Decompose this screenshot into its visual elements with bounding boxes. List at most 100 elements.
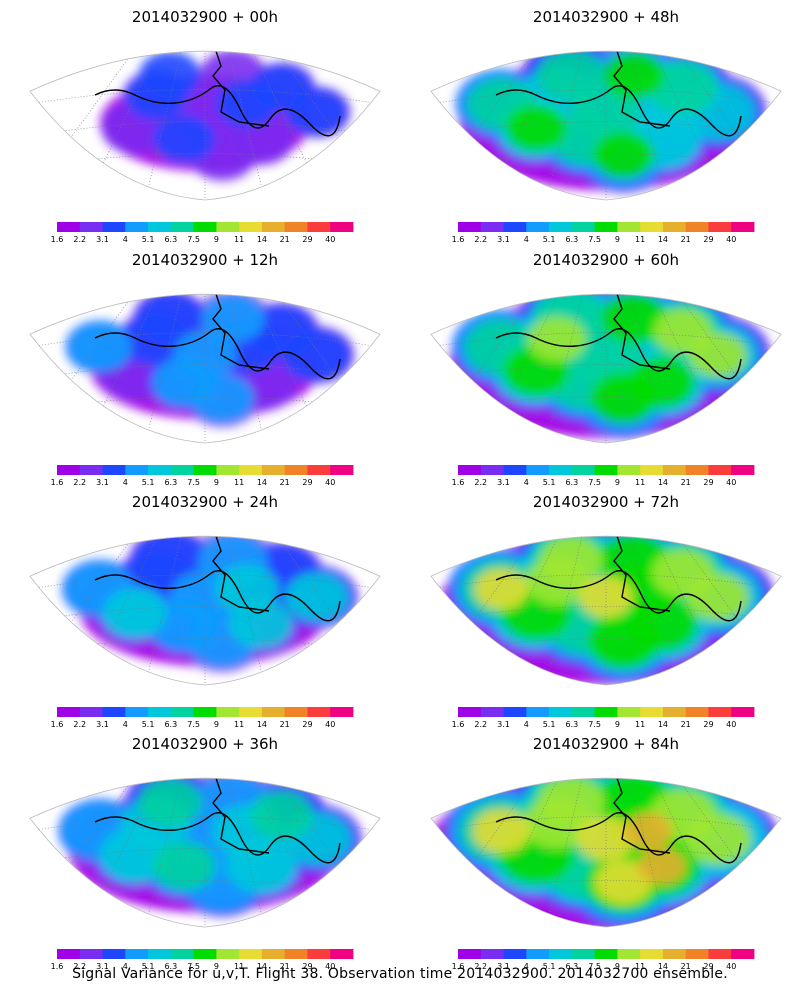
colorbar-swatch	[549, 949, 573, 959]
colorbar-swatch	[148, 707, 172, 717]
colorbar-label: 4	[524, 478, 529, 487]
colorbar-swatch	[79, 465, 103, 475]
colorbar-swatch	[617, 949, 641, 959]
colorbar-swatch	[617, 222, 641, 232]
colorbar-label: 21	[280, 962, 290, 971]
panel-title: 2014032900 + 12h	[132, 251, 278, 269]
colorbar-label: 3.1	[96, 962, 109, 971]
colorbar-swatch	[571, 222, 596, 232]
colorbar-label: 2.2	[73, 720, 86, 729]
colorbar-swatch	[79, 707, 103, 717]
colorbar-label: 29	[703, 720, 713, 729]
colorbar-swatch	[284, 222, 308, 232]
colorbar-swatch	[503, 949, 527, 959]
colorbar-label: 40	[325, 962, 335, 971]
colorbar-swatch	[79, 222, 103, 232]
colorbar-label: 21	[681, 235, 691, 244]
colorbar-label: 5.1	[543, 478, 556, 487]
colorbar-swatch	[148, 222, 172, 232]
colorbar-label: 6.3	[164, 478, 177, 487]
colorbar-label: 4	[524, 235, 529, 244]
colorbar-swatch	[708, 465, 732, 475]
colorbar-label: 9	[615, 720, 620, 729]
variance-map	[431, 294, 781, 443]
colorbar-swatch	[216, 222, 240, 232]
colorbar-swatch	[148, 949, 172, 959]
colorbar-swatch	[662, 222, 687, 232]
variance-map	[431, 51, 781, 200]
colorbar-label: 14	[257, 962, 267, 971]
colorbar-swatch	[594, 222, 618, 232]
colorbar-label: 4	[524, 962, 529, 971]
colorbar-label: 14	[257, 720, 267, 729]
colorbar-swatch	[102, 949, 126, 959]
colorbar-label: 1.6	[51, 720, 64, 729]
colorbar-label: 29	[302, 962, 312, 971]
colorbar-label: 3.1	[96, 235, 109, 244]
colorbar-label: 9	[214, 962, 219, 971]
colorbar-swatch	[458, 222, 482, 232]
colorbar-swatch	[617, 465, 641, 475]
colorbar-label: 14	[257, 235, 267, 244]
panel-title: 2014032900 + 72h	[533, 493, 679, 511]
colorbar-label: 29	[703, 235, 713, 244]
colorbar-swatch	[307, 222, 331, 232]
colorbar-swatch	[170, 949, 195, 959]
colorbar-label: 11	[234, 720, 244, 729]
colorbar-swatch	[170, 222, 195, 232]
colorbar-label: 29	[302, 720, 312, 729]
colorbar-label: 21	[280, 235, 290, 244]
colorbar-swatch	[216, 707, 240, 717]
colorbar-swatch	[330, 465, 354, 475]
colorbar-label: 21	[280, 478, 290, 487]
colorbar-label: 3.1	[497, 478, 510, 487]
colorbar-swatch	[307, 949, 331, 959]
colorbar-swatch	[284, 707, 308, 717]
colorbar-swatch	[102, 465, 126, 475]
colorbar-label: 11	[635, 235, 645, 244]
colorbar-swatch	[503, 707, 527, 717]
forecast-panel: 2014032900 + 84h 1.6 2.2 3.1 4 5.1 6.3 7.5 9 11 14…	[430, 735, 782, 971]
colorbar-label: 11	[635, 720, 645, 729]
forecast-panel: 2014032900 + 12h 1.6 2.2 3.1 4 5.1 6.3 7.5 9 11 14…	[29, 251, 381, 487]
colorbar-label: 40	[726, 235, 736, 244]
colorbar-swatch	[731, 465, 755, 475]
colorbar: 1.6 2.2 3.1 4 5.1 6.3 7.5 9 11 14 21 29 40	[51, 707, 354, 729]
forecast-panel: 2014032900 + 00h 1.6 2.2 3.1 4 5.1 6.3 7.5 9 11 14…	[29, 8, 381, 244]
colorbar-swatch	[662, 465, 687, 475]
graticule	[431, 51, 781, 200]
colorbar-label: 7.5	[187, 478, 200, 487]
colorbar-label: 40	[726, 478, 736, 487]
colorbar-swatch	[549, 465, 573, 475]
colorbar-label: 6.3	[565, 478, 578, 487]
colorbar-label: 40	[726, 962, 736, 971]
colorbar-label: 29	[302, 235, 312, 244]
colorbar-label: 7.5	[588, 962, 601, 971]
colorbar-swatch	[125, 707, 149, 717]
colorbar-swatch	[571, 949, 596, 959]
colorbar-label: 1.6	[51, 478, 64, 487]
colorbar-label: 4	[123, 235, 128, 244]
colorbar-swatch	[170, 465, 195, 475]
colorbar-swatch	[307, 707, 331, 717]
colorbar-swatch	[261, 222, 286, 232]
colorbar-label: 5.1	[142, 720, 155, 729]
colorbar-label: 2.2	[474, 720, 487, 729]
variance-map	[30, 51, 380, 200]
graticule	[431, 778, 781, 927]
colorbar-label: 5.1	[142, 235, 155, 244]
graticule	[30, 294, 380, 443]
graticule	[30, 51, 380, 200]
colorbar-label: 7.5	[588, 720, 601, 729]
graticule	[431, 536, 781, 685]
colorbar-label: 40	[325, 478, 335, 487]
colorbar-swatch	[102, 707, 126, 717]
colorbar-swatch	[57, 465, 81, 475]
colorbar-label: 3.1	[497, 720, 510, 729]
colorbar-label: 3.1	[497, 235, 510, 244]
colorbar-swatch	[731, 222, 755, 232]
colorbar-label: 2.2	[73, 962, 86, 971]
colorbar-label: 6.3	[164, 962, 177, 971]
colorbar-label: 14	[658, 962, 668, 971]
